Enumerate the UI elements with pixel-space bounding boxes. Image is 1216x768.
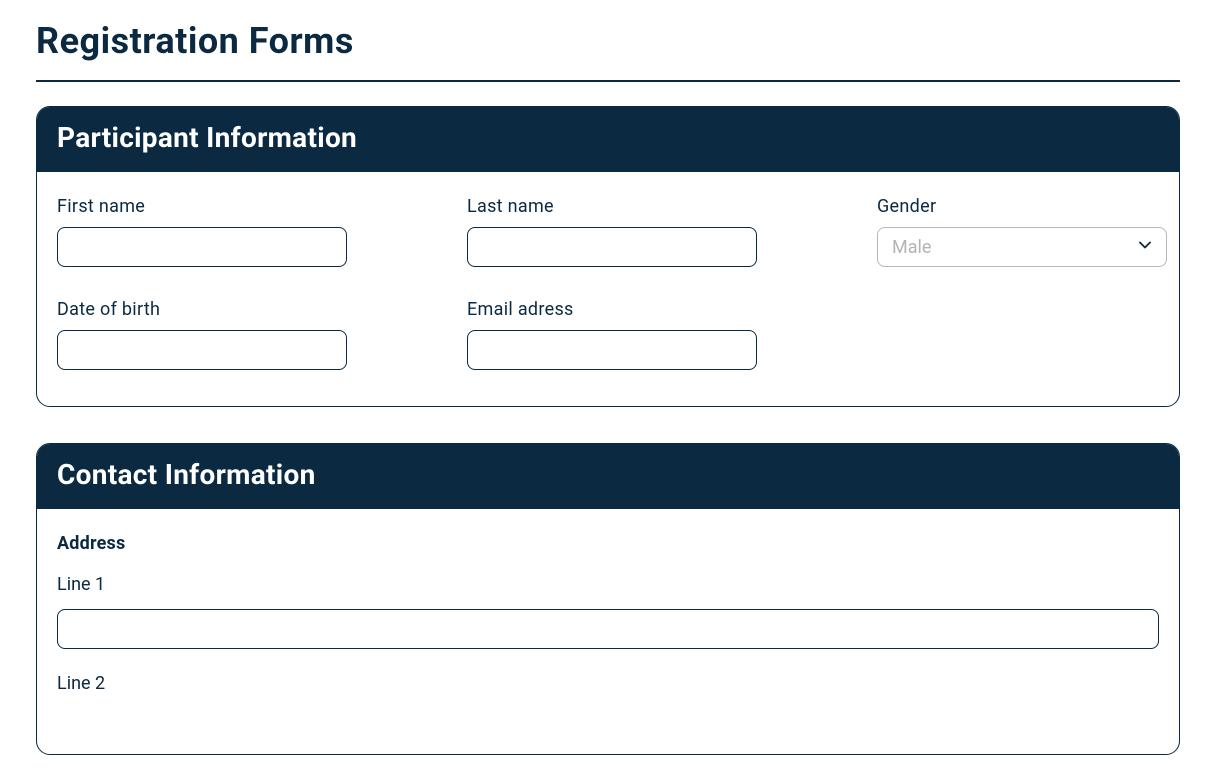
address-line1-block: Line 1 xyxy=(57,574,1159,649)
address-line1-input[interactable] xyxy=(57,609,1159,649)
first-name-input[interactable] xyxy=(57,227,347,267)
participant-row-1: First name Last name Gender Male xyxy=(57,196,1159,267)
title-divider xyxy=(36,80,1180,82)
gender-select[interactable]: Male xyxy=(877,227,1167,267)
participant-info-card: Participant Information First name Last … xyxy=(36,106,1180,407)
first-name-field: First name xyxy=(57,196,347,267)
first-name-label: First name xyxy=(57,196,347,217)
participant-info-body: First name Last name Gender Male xyxy=(37,172,1179,406)
address-line2-block: Line 2 xyxy=(57,673,1159,694)
contact-info-card: Contact Information Address Line 1 Line … xyxy=(36,443,1180,755)
participant-info-header: Participant Information xyxy=(37,107,1179,172)
contact-info-header: Contact Information xyxy=(37,444,1179,509)
email-field: Email adress xyxy=(467,299,757,370)
email-input[interactable] xyxy=(467,330,757,370)
address-heading: Address xyxy=(57,533,1159,554)
dob-label: Date of birth xyxy=(57,299,347,320)
last-name-field: Last name xyxy=(467,196,757,267)
gender-field: Gender Male xyxy=(877,196,1167,267)
gender-select-wrap: Male xyxy=(877,227,1167,267)
contact-info-body: Address Line 1 Line 2 xyxy=(37,509,1179,754)
address-line2-label: Line 2 xyxy=(57,673,1159,694)
dob-input[interactable] xyxy=(57,330,347,370)
dob-field: Date of birth xyxy=(57,299,347,370)
gender-label: Gender xyxy=(877,196,1167,217)
email-label: Email adress xyxy=(467,299,757,320)
last-name-label: Last name xyxy=(467,196,757,217)
last-name-input[interactable] xyxy=(467,227,757,267)
page-title: Registration Forms xyxy=(36,20,1180,62)
participant-row-2: Date of birth Email adress xyxy=(57,299,1159,370)
gender-selected-value: Male xyxy=(892,237,931,258)
address-line1-label: Line 1 xyxy=(57,574,1159,595)
